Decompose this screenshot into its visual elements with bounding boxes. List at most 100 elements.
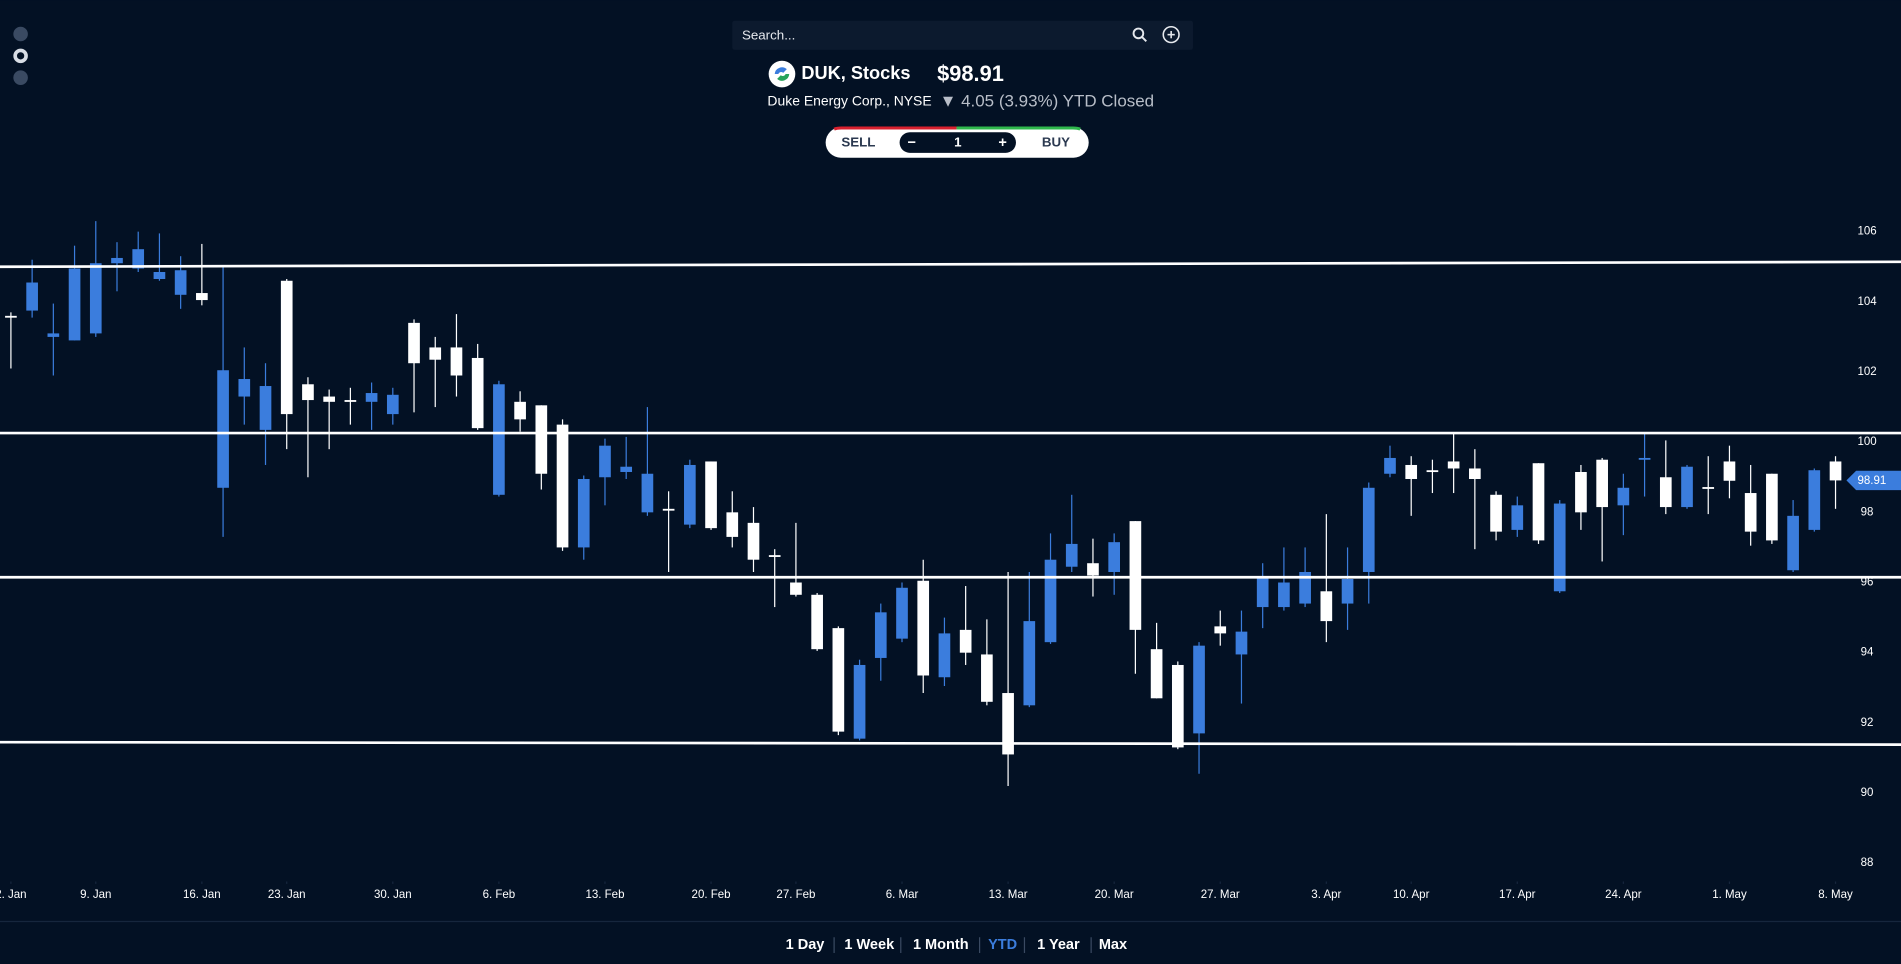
y-tick-label: 98 [1861,506,1874,518]
logo [768,60,796,88]
candle-body [981,654,993,702]
buy-accent [956,126,1081,131]
y-tick-label: 100 [1857,436,1876,448]
range-button[interactable]: 1 Day [786,937,825,953]
tool-icon[interactable] [13,26,28,42]
candle-body [599,445,611,478]
candle-body [556,424,569,548]
x-tick-label: 1. May [1712,889,1747,901]
search-box[interactable] [732,20,1193,50]
x-tick-label: 13. Mar [989,889,1028,901]
tool-icon-center [16,52,25,60]
add-icon[interactable] [1162,25,1180,44]
sell-button[interactable]: SELL [841,135,875,150]
candle-body [111,257,123,264]
candle-body [1681,466,1693,508]
minus-button[interactable]: − [907,135,916,151]
candle-body [196,293,208,301]
candle-body [1278,582,1290,608]
x-tick-label: 20. Feb [692,889,731,901]
candle-body [1638,457,1651,460]
candle-body [344,400,357,402]
candle-body [768,555,781,557]
candle-body [1341,579,1354,604]
candle-body [89,263,102,334]
candle-body [1150,649,1163,699]
plus-button[interactable]: + [998,135,1007,151]
candle-body [132,249,145,269]
symbol: DUK, Stocks [801,63,910,83]
x-tick-label: 6. Mar [886,889,919,901]
x-tick-label: 3. Apr [1311,889,1341,901]
level-line [0,740,1901,746]
quantity[interactable]: 1 [954,135,962,150]
candle-body [853,664,866,739]
tool-icon[interactable] [13,70,28,85]
candle-body [662,508,675,511]
candle-body [1299,571,1311,604]
range-button[interactable]: YTD [988,937,1017,953]
candle-body [896,587,908,639]
x-tick-label: 16. Jan [183,889,221,901]
candle-body [47,333,60,337]
x-tick-label: 13. Feb [585,889,624,901]
range-button[interactable]: 1 Week [844,937,895,953]
x-tick-label: 10. Apr [1393,889,1430,901]
range-button[interactable]: 1 Year [1037,937,1080,953]
candle-body [1829,461,1842,481]
toolbar [13,26,28,85]
candle-body [1108,542,1121,572]
x-tick-label: 23. Jan [268,889,306,901]
candle-body [1320,591,1333,622]
x-tick-label: 24. Apr [1605,889,1642,901]
price: $98.91 [937,61,1004,86]
candle-body [153,271,166,280]
candle-body [1171,664,1184,748]
logo-swirl [774,67,787,75]
y-tick-label: 94 [1861,647,1874,659]
y-tick-label: 88 [1861,857,1874,869]
candle-body [1617,487,1630,506]
candle-body [471,357,484,429]
candle-body [1575,471,1587,513]
candle-body [1532,463,1545,541]
chart: 88 90 92 94 96 98 100 102 104 106 2. Jan 9. Jan 16. … [0,221,1901,901]
candle-body [1087,563,1099,576]
quantity-box [899,132,1016,153]
candle-body [1553,503,1566,592]
candle-body [217,370,229,488]
candle-body [1808,470,1821,530]
buy-button[interactable]: BUY [1042,135,1070,150]
candle-body [1362,487,1375,572]
candle-body [1596,459,1608,508]
search-icon[interactable] [1132,27,1147,42]
range-button[interactable]: Max [1099,937,1127,953]
candle-body [302,384,314,401]
range-button[interactable]: 1 Month [913,937,969,953]
candle-body [280,280,293,415]
candle-body [450,347,463,376]
candle-body [1490,494,1502,532]
change: ▼ 4.05 (3.93%) YTD Closed [940,91,1155,110]
candle-body [535,405,548,474]
candle-body [1723,461,1736,481]
search-placeholder: Search... [742,27,795,42]
x-tick-label: 8. May [1818,889,1853,901]
x-tick-label: 9. Jan [80,889,111,901]
y-tick-label: 104 [1857,296,1877,308]
candle-body [1193,645,1205,734]
candle-body [726,512,739,537]
candle-body [1256,577,1269,608]
x-tick-label: 20. Mar [1095,889,1134,901]
candle-body [1044,559,1057,643]
candle-body [938,633,951,678]
candle-body [1447,461,1460,469]
candle-body [832,628,845,732]
candle-body [323,396,335,402]
y-tick-label: 96 [1861,577,1874,589]
candle-body [1787,515,1799,571]
candle-body [684,464,696,525]
candle-body [811,594,823,650]
x-tick-label: 27. Mar [1201,889,1240,901]
